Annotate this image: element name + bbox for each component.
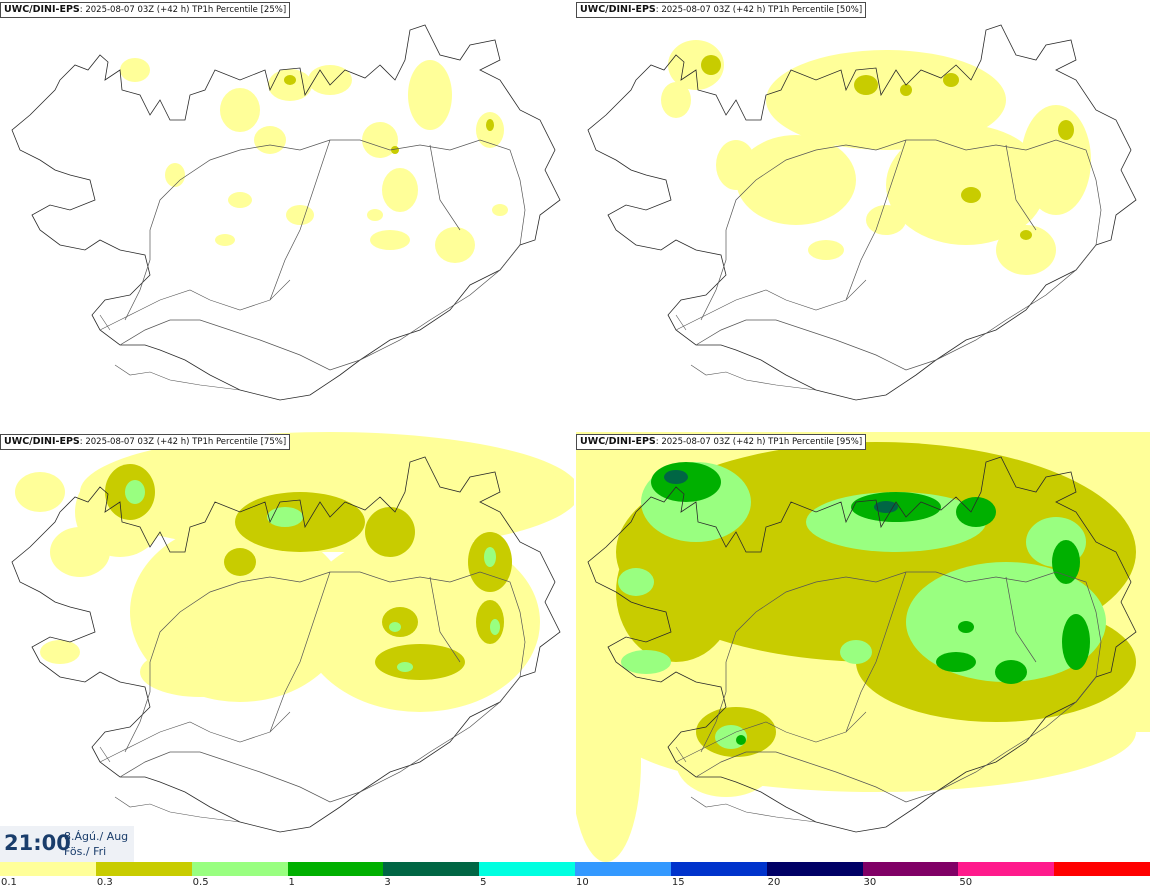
legend-tick-label: 0.1 xyxy=(1,877,17,888)
legend-swatch xyxy=(862,862,959,876)
roads xyxy=(119,571,526,803)
legend-tick-label: 0.5 xyxy=(192,877,209,888)
legend-tick-label: 20 xyxy=(767,877,781,888)
panel-p95: UWC/DINI-EPS: 2025-08-07 03Z (+42 h) TP1… xyxy=(576,432,1150,862)
product-name: TP1h Percentile [95%] xyxy=(768,437,863,447)
color-legend: 0.1 0.3 0.5 1 3 5 10 15 20 30 50 xyxy=(0,862,1150,891)
legend-swatch xyxy=(575,862,672,876)
model-name: UWC/DINI-EPS xyxy=(4,4,80,15)
legend-swatch xyxy=(0,862,97,876)
precip-map xyxy=(576,432,1150,862)
product-name: TP1h Percentile [75%] xyxy=(192,437,287,447)
run-info: : 2025-08-07 03Z (+42 h) xyxy=(655,437,766,447)
legend-tick-label: 3 xyxy=(384,877,391,888)
precip-field xyxy=(661,40,1091,275)
panel-title: UWC/DINI-EPS: 2025-08-07 03Z (+42 h) TP1… xyxy=(0,434,291,450)
precip-field xyxy=(576,432,1150,862)
run-info: : 2025-08-07 03Z (+42 h) xyxy=(79,5,190,15)
panel-p25: UWC/DINI-EPS: 2025-08-07 03Z (+42 h) TP1… xyxy=(0,0,574,430)
precip-field xyxy=(15,432,574,712)
legend-tick-label: 50 xyxy=(959,877,973,888)
precip-map xyxy=(11,24,561,401)
product-name: TP1h Percentile [50%] xyxy=(768,5,863,15)
legend-swatch xyxy=(670,862,768,876)
roads xyxy=(695,571,1102,803)
panel-title: UWC/DINI-EPS: 2025-08-07 03Z (+42 h) TP1… xyxy=(0,2,291,18)
legend-swatch xyxy=(766,862,863,876)
legend-swatch xyxy=(95,862,193,876)
legend-swatch xyxy=(479,862,576,876)
panel-title: UWC/DINI-EPS: 2025-08-07 03Z (+42 h) TP1… xyxy=(576,434,867,450)
legend-swatch xyxy=(1054,862,1150,876)
run-info: : 2025-08-07 03Z (+42 h) xyxy=(655,5,766,15)
legend-tick-label: 10 xyxy=(576,877,589,888)
valid-time-box: 21:00 8.Ágú./ Aug Fös./ Fri xyxy=(0,826,134,862)
coastline xyxy=(11,24,561,401)
legend-swatch xyxy=(383,862,480,876)
legend-tick-label: 1 xyxy=(288,877,295,888)
precip-map xyxy=(587,24,1137,401)
product-name: TP1h Percentile [25%] xyxy=(192,5,287,15)
legend-swatch xyxy=(958,862,1055,876)
legend-tick-label: 15 xyxy=(671,877,685,888)
roads xyxy=(119,139,526,371)
legend-tick-label: 0.3 xyxy=(96,877,113,888)
valid-weekday: Fös./ Fri xyxy=(64,845,107,858)
run-info: : 2025-08-07 03Z (+42 h) xyxy=(79,437,190,447)
model-name: UWC/DINI-EPS xyxy=(4,436,80,447)
panel-p75: UWC/DINI-EPS: 2025-08-07 03Z (+42 h) TP1… xyxy=(0,432,574,862)
precip-map xyxy=(11,432,574,833)
legend-tick-label: 5 xyxy=(480,877,487,888)
model-name: UWC/DINI-EPS xyxy=(580,436,656,447)
valid-time: 21:00 xyxy=(4,831,71,855)
valid-date: 8.Ágú./ Aug xyxy=(64,830,129,843)
legend-swatch xyxy=(287,862,384,876)
legend-tick-label: 30 xyxy=(863,877,877,888)
panel-title: UWC/DINI-EPS: 2025-08-07 03Z (+42 h) TP1… xyxy=(576,2,867,18)
precip-field xyxy=(120,58,508,263)
roads xyxy=(695,139,1102,371)
legend-swatch xyxy=(191,862,288,876)
model-name: UWC/DINI-EPS xyxy=(580,4,656,15)
panel-p50: UWC/DINI-EPS: 2025-08-07 03Z (+42 h) TP1… xyxy=(576,0,1150,430)
